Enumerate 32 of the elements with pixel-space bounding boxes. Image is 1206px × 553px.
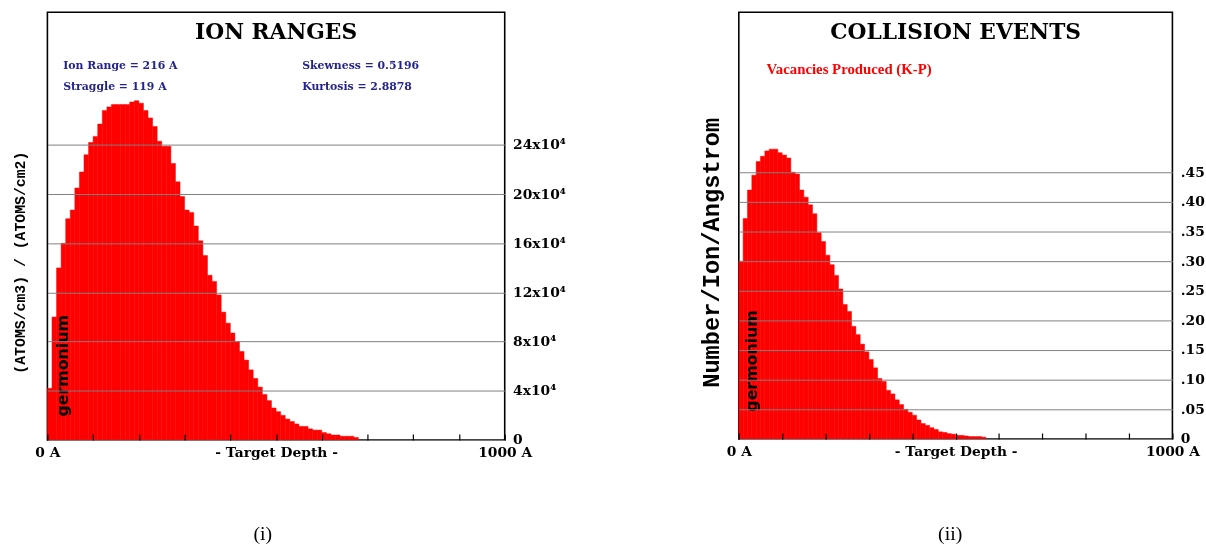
chart-title: COLLISION EVENTS [830, 18, 1081, 44]
y-axis-title: Number/Ion/Angstrom [698, 117, 726, 388]
text: (ii) [938, 521, 963, 545]
y-tick-label: 4x10⁴ [513, 382, 557, 399]
y-tick-label: 12x10⁴ [513, 283, 566, 300]
y-tick-label: .15 [1180, 341, 1205, 358]
y-tick-label: .20 [1180, 311, 1205, 328]
text: (i) [253, 521, 273, 545]
annotation: germonium [53, 315, 73, 417]
x-tick-label: 0 A [35, 444, 61, 461]
y-tick-label: .30 [1180, 252, 1205, 269]
annotation: Ion Range = 216 A [63, 58, 179, 72]
y-tick-label: .40 [1180, 193, 1205, 210]
y-tick-label: 24x10⁴ [513, 136, 566, 153]
y-tick-label: 16x10⁴ [513, 234, 566, 251]
y-tick-label: .10 [1180, 371, 1205, 388]
annotation: Kurtosis = 2.8878 [302, 80, 412, 94]
annotation: Straggle = 119 A [63, 80, 168, 94]
annotation: germonium [741, 310, 761, 412]
y-tick-label: .45 [1180, 163, 1205, 180]
x-axis-title: - Target Depth - [894, 443, 1018, 460]
text: Vacancies Produced (K-P) [766, 61, 932, 79]
x-axis-title: - Target Depth - [215, 444, 338, 461]
y-tick-label: 20x10⁴ [513, 185, 566, 202]
y-tick-label: .05 [1180, 400, 1205, 417]
y-tick-label: .35 [1180, 222, 1205, 239]
y-tick-label: .25 [1180, 282, 1205, 299]
x-tick-label: 0 A [726, 443, 753, 460]
y-tick-label: 8x10⁴ [513, 333, 557, 350]
annotation: Skewness = 0.5196 [302, 58, 420, 72]
chart-title: ION RANGES [195, 18, 358, 44]
y-axis-title: (ATOMS/cm3) / (ATOMS/cm2) [13, 151, 30, 374]
